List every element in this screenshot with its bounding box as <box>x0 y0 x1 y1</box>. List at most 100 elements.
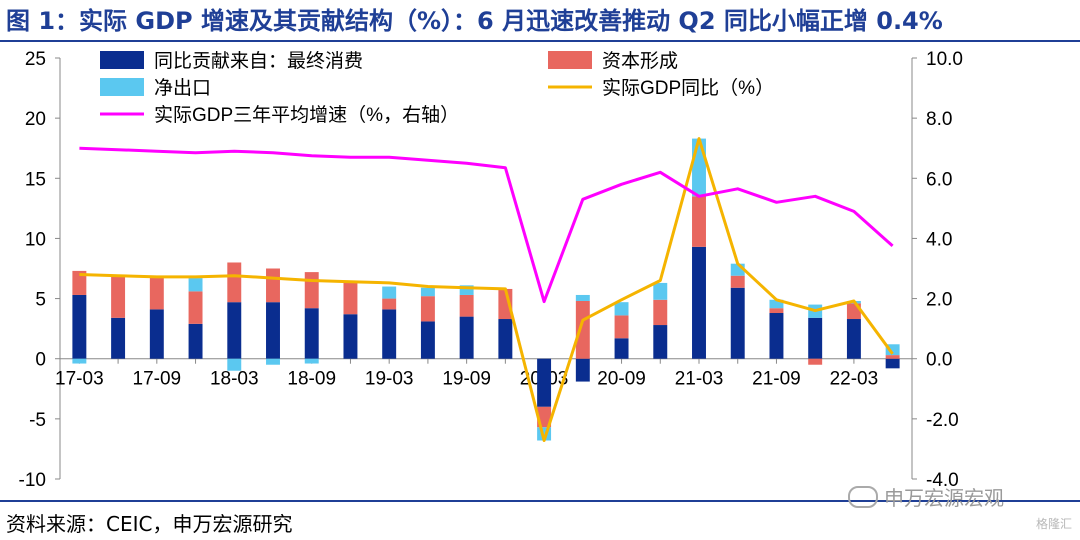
bar-capital <box>730 275 745 288</box>
right-tick-label: 0.0 <box>926 350 952 371</box>
left-tick-label: 0 <box>35 350 46 371</box>
bar-capital <box>111 275 126 318</box>
right-tick-label: 10.0 <box>926 49 963 70</box>
left-tick-label: -10 <box>19 470 46 491</box>
bar-capital <box>575 300 590 359</box>
line-gdp-3yr <box>79 146 894 304</box>
line-series <box>79 137 894 442</box>
bar-net-exports <box>653 282 668 300</box>
bar-series <box>72 138 900 441</box>
line-gdp-yoy <box>79 137 894 442</box>
bar-consumption <box>730 287 745 359</box>
bar-consumption <box>498 319 513 359</box>
bar-consumption <box>614 338 629 359</box>
watermark: 申万宏源宏观 <box>848 482 1004 511</box>
bar-capital <box>808 358 823 365</box>
bar-capital <box>769 308 784 314</box>
bar-consumption <box>111 317 126 359</box>
legend-label: 资本形成 <box>602 50 678 72</box>
bar-net-exports <box>614 302 629 316</box>
bar-capital <box>459 294 474 317</box>
legend-label: 净出口 <box>154 77 211 99</box>
bar-capital <box>304 272 319 309</box>
bar-net-exports <box>382 286 397 299</box>
bar-capital <box>692 196 706 247</box>
title-divider <box>0 40 1080 42</box>
left-tick-label: 5 <box>35 290 46 311</box>
bar-capital <box>420 296 435 322</box>
wechat-icon <box>848 485 878 508</box>
chart-canvas: 25 20 15 10 5 0 -5 -10 10.0 8.0 6.0 4.0 2.0 0.0 -2.0 -4… <box>19 49 963 491</box>
watermark-text: 申万宏源宏观 <box>884 486 1004 510</box>
left-tick-label: -5 <box>29 410 46 431</box>
bar-net-exports <box>692 138 706 197</box>
right-tick-label: 8.0 <box>926 109 952 130</box>
bar-capital <box>149 275 164 310</box>
bar-consumption <box>459 316 474 359</box>
bar-capital <box>343 281 358 315</box>
right-tick-label: 2.0 <box>926 290 952 311</box>
legend-label: 实际GDP三年平均增速（%，右轴） <box>154 104 459 126</box>
bar-consumption <box>846 319 861 359</box>
bar-consumption <box>149 309 164 359</box>
bar-consumption <box>885 358 900 369</box>
bar-capital <box>885 355 900 359</box>
bar-consumption <box>808 317 823 359</box>
legend-swatch-net-exports <box>100 78 144 96</box>
bar-net-exports <box>459 285 474 295</box>
x-tick-label: 17-03 <box>55 369 104 390</box>
bar-consumption <box>537 358 552 407</box>
left-tick-label: 25 <box>25 49 46 70</box>
right-tick-label: 6.0 <box>926 169 952 190</box>
x-tick-label: 17-09 <box>133 369 182 390</box>
x-tick-label: 21-09 <box>752 369 801 390</box>
bar-net-exports <box>769 299 784 309</box>
x-tick-label: 19-03 <box>365 369 414 390</box>
chart-axes: 25 20 15 10 5 0 -5 -10 10.0 8.0 6.0 4.0 2.0 0.0 -2.0 -4… <box>19 49 963 491</box>
footer-divider <box>0 500 1080 502</box>
bar-consumption <box>227 302 242 359</box>
corner-watermark: 格隆汇 <box>1035 517 1072 531</box>
left-tick-label: 20 <box>25 109 46 130</box>
bar-consumption <box>382 309 397 359</box>
bar-consumption <box>653 325 668 359</box>
bar-capital <box>614 315 629 339</box>
bar-net-exports <box>304 358 319 364</box>
bar-capital <box>266 268 280 303</box>
bar-consumption <box>420 321 435 359</box>
bar-net-exports <box>72 358 87 364</box>
bar-net-exports <box>885 344 900 356</box>
bar-consumption <box>692 246 706 359</box>
bar-net-exports <box>188 278 203 292</box>
left-tick-label: 10 <box>25 229 46 250</box>
bar-consumption <box>188 323 203 359</box>
x-tick-label: 18-03 <box>210 369 259 390</box>
bar-net-exports <box>575 294 590 301</box>
bar-consumption <box>72 294 87 359</box>
legend-label: 实际GDP同比（%） <box>602 77 774 99</box>
bar-consumption <box>575 358 590 382</box>
x-tick-label: 22-03 <box>830 369 879 390</box>
bar-capital <box>188 291 203 324</box>
x-tick-label: 19-09 <box>442 369 491 390</box>
bar-consumption <box>304 308 319 359</box>
bar-consumption <box>266 302 280 359</box>
legend-swatch-capital <box>548 51 592 69</box>
legend-swatch-consumption <box>100 51 144 69</box>
chart-title: 图 1：实际 GDP 增速及其贡献结构（%）：6 月迅速改善推动 Q2 同比小幅… <box>6 7 943 35</box>
right-tick-label: 4.0 <box>926 229 952 250</box>
bar-capital <box>227 262 242 303</box>
bar-net-exports <box>266 358 280 365</box>
x-tick-label: 18-09 <box>287 369 336 390</box>
bar-consumption <box>769 313 784 359</box>
bar-capital <box>382 298 397 310</box>
x-tick-label: 21-03 <box>675 369 724 390</box>
x-tick-label: 20-09 <box>597 369 646 390</box>
bar-consumption <box>343 314 358 359</box>
bar-net-exports <box>420 287 435 297</box>
source-note: 资料来源：CEIC，申万宏源研究 <box>6 512 293 536</box>
bar-capital <box>653 299 668 326</box>
right-tick-label: -2.0 <box>926 410 959 431</box>
bar-net-exports <box>227 358 242 371</box>
